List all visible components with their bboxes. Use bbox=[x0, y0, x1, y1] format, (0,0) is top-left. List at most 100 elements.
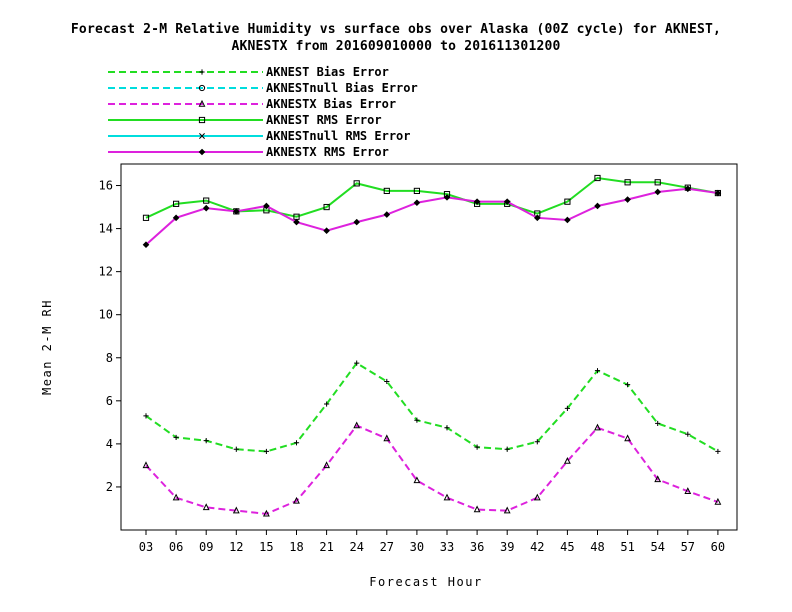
x-tick-label: 09 bbox=[199, 540, 213, 554]
data-point bbox=[625, 382, 631, 388]
data-point bbox=[473, 198, 481, 205]
data-point bbox=[594, 174, 601, 182]
data-point bbox=[173, 200, 180, 207]
x-tick-label: 03 bbox=[139, 540, 153, 554]
data-point bbox=[233, 446, 239, 452]
data-point bbox=[443, 493, 451, 501]
data-point bbox=[654, 179, 661, 186]
series-layer bbox=[142, 174, 722, 517]
legend-label: AKNEST RMS Error bbox=[266, 113, 382, 127]
data-point bbox=[564, 405, 570, 411]
data-point bbox=[655, 420, 661, 427]
data-point bbox=[563, 456, 571, 464]
y-tick-label: 14 bbox=[99, 222, 113, 236]
x-tick-label: 36 bbox=[470, 540, 484, 554]
data-point bbox=[474, 444, 480, 450]
data-point bbox=[533, 493, 541, 501]
data-point bbox=[444, 425, 450, 431]
data-point bbox=[262, 509, 270, 517]
data-point bbox=[533, 214, 541, 222]
data-point bbox=[232, 208, 240, 215]
y-tick-label: 16 bbox=[99, 179, 113, 193]
y-tick-label: 2 bbox=[106, 480, 113, 494]
data-point bbox=[503, 198, 511, 205]
y-axis: 2 4 6 8 10 12 14 16 bbox=[99, 179, 121, 494]
x-tick-label: 42 bbox=[530, 540, 544, 554]
data-point bbox=[654, 188, 662, 196]
data-point bbox=[684, 487, 692, 494]
data-point bbox=[142, 241, 150, 249]
data-point bbox=[293, 218, 300, 226]
data-point bbox=[142, 214, 150, 221]
data-point bbox=[534, 439, 540, 445]
data-point bbox=[504, 446, 510, 452]
y-tick-label: 6 bbox=[106, 394, 113, 408]
legend-marker bbox=[199, 133, 205, 139]
data-point bbox=[173, 434, 179, 441]
data-point bbox=[353, 218, 361, 226]
data-point bbox=[172, 214, 180, 222]
legend-label: AKNESTX Bias Error bbox=[266, 97, 396, 111]
data-point bbox=[624, 196, 631, 203]
data-point bbox=[203, 197, 210, 204]
data-point bbox=[324, 401, 330, 407]
legend-entry: AKNEST RMS Error bbox=[108, 113, 382, 127]
x-tick-label: 15 bbox=[259, 540, 273, 554]
data-point bbox=[143, 413, 149, 419]
x-tick-label: 48 bbox=[590, 540, 604, 554]
legend-entry: AKNESTX RMS Error bbox=[108, 145, 389, 159]
x-tick-label: 06 bbox=[169, 540, 183, 554]
legend-marker bbox=[198, 99, 206, 107]
x-tick-label: 57 bbox=[681, 540, 695, 554]
data-point bbox=[383, 434, 391, 442]
data-point bbox=[172, 493, 180, 501]
legend-label: AKNESTX RMS Error bbox=[266, 145, 389, 159]
series-line bbox=[145, 424, 719, 515]
data-point bbox=[624, 434, 632, 442]
data-point bbox=[263, 202, 270, 210]
x-tick-label: 51 bbox=[620, 540, 634, 554]
data-point bbox=[564, 198, 571, 205]
legend-entry: AKNESTnull Bias Error bbox=[108, 81, 418, 95]
data-point bbox=[684, 185, 692, 193]
data-point bbox=[384, 378, 390, 385]
data-point bbox=[594, 202, 601, 210]
data-point bbox=[564, 216, 571, 224]
data-point bbox=[413, 187, 420, 195]
x-tick-label: 54 bbox=[650, 540, 664, 554]
legend-label: AKNESTnull Bias Error bbox=[266, 81, 418, 95]
x-tick-label: 45 bbox=[560, 540, 574, 554]
data-point bbox=[383, 187, 390, 195]
chart-title-line-1: Forecast 2-M Relative Humidity vs surfac… bbox=[70, 22, 722, 37]
legend-marker bbox=[198, 84, 206, 92]
x-tick-label: 21 bbox=[319, 540, 333, 554]
data-point bbox=[594, 423, 601, 431]
data-point bbox=[714, 497, 722, 505]
x-axis: 03 06 09 12 15 18 21 24 27 30 33 36 39 42 45 48 51 54 57 60 bbox=[139, 530, 725, 554]
data-point bbox=[413, 199, 421, 207]
legend-marker bbox=[199, 69, 205, 75]
x-tick-label: 39 bbox=[500, 540, 514, 554]
legend-label: AKNEST Bias Error bbox=[266, 65, 389, 79]
legend-entry: AKNESTX Bias Error bbox=[108, 97, 396, 111]
series-aknestx-rms-error bbox=[142, 185, 722, 249]
x-tick-label: 18 bbox=[289, 540, 303, 554]
data-point bbox=[142, 461, 150, 469]
legend-label: AKNESTnull RMS Error bbox=[266, 129, 411, 143]
data-point bbox=[263, 448, 269, 455]
data-point bbox=[202, 503, 210, 511]
x-tick-label: 12 bbox=[229, 540, 243, 554]
data-point bbox=[353, 421, 361, 429]
legend-marker bbox=[198, 148, 206, 156]
data-point bbox=[354, 360, 360, 366]
data-point bbox=[594, 368, 601, 374]
series-line bbox=[145, 361, 719, 453]
data-point bbox=[293, 440, 300, 446]
data-point bbox=[654, 475, 662, 483]
data-point bbox=[414, 417, 420, 423]
data-point bbox=[232, 506, 240, 514]
data-point bbox=[203, 438, 209, 444]
data-point bbox=[624, 179, 631, 186]
data-point bbox=[413, 476, 421, 484]
